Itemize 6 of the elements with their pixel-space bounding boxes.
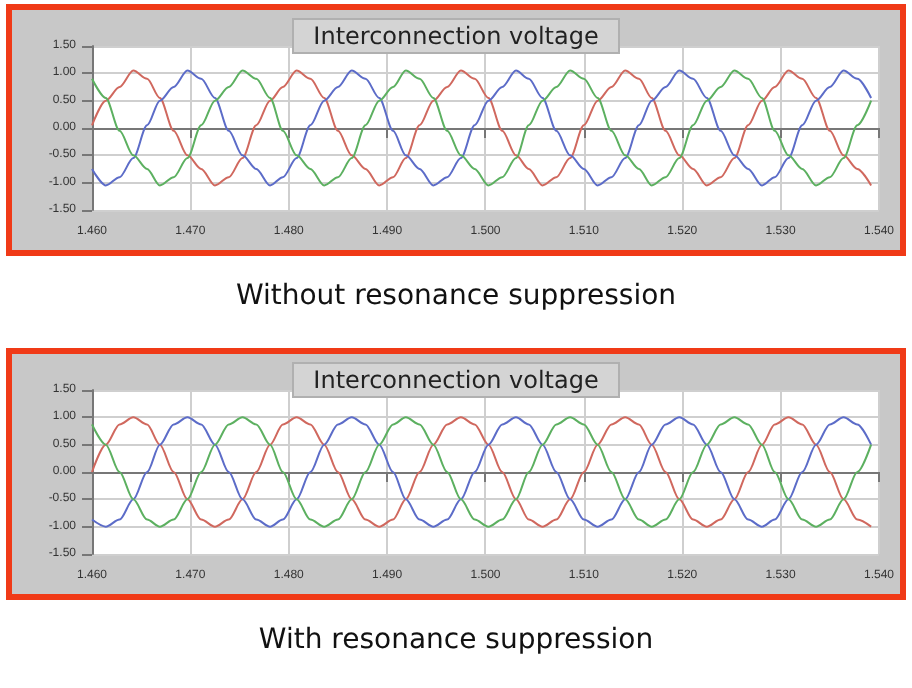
line-series [91,416,873,528]
text: Without resonance suppression [233,280,679,312]
chart-title: Interconnection voltage [313,22,599,50]
text: With resonance suppression [256,624,656,656]
chart-title: Interconnection voltage [313,366,599,394]
line-series [91,69,873,187]
